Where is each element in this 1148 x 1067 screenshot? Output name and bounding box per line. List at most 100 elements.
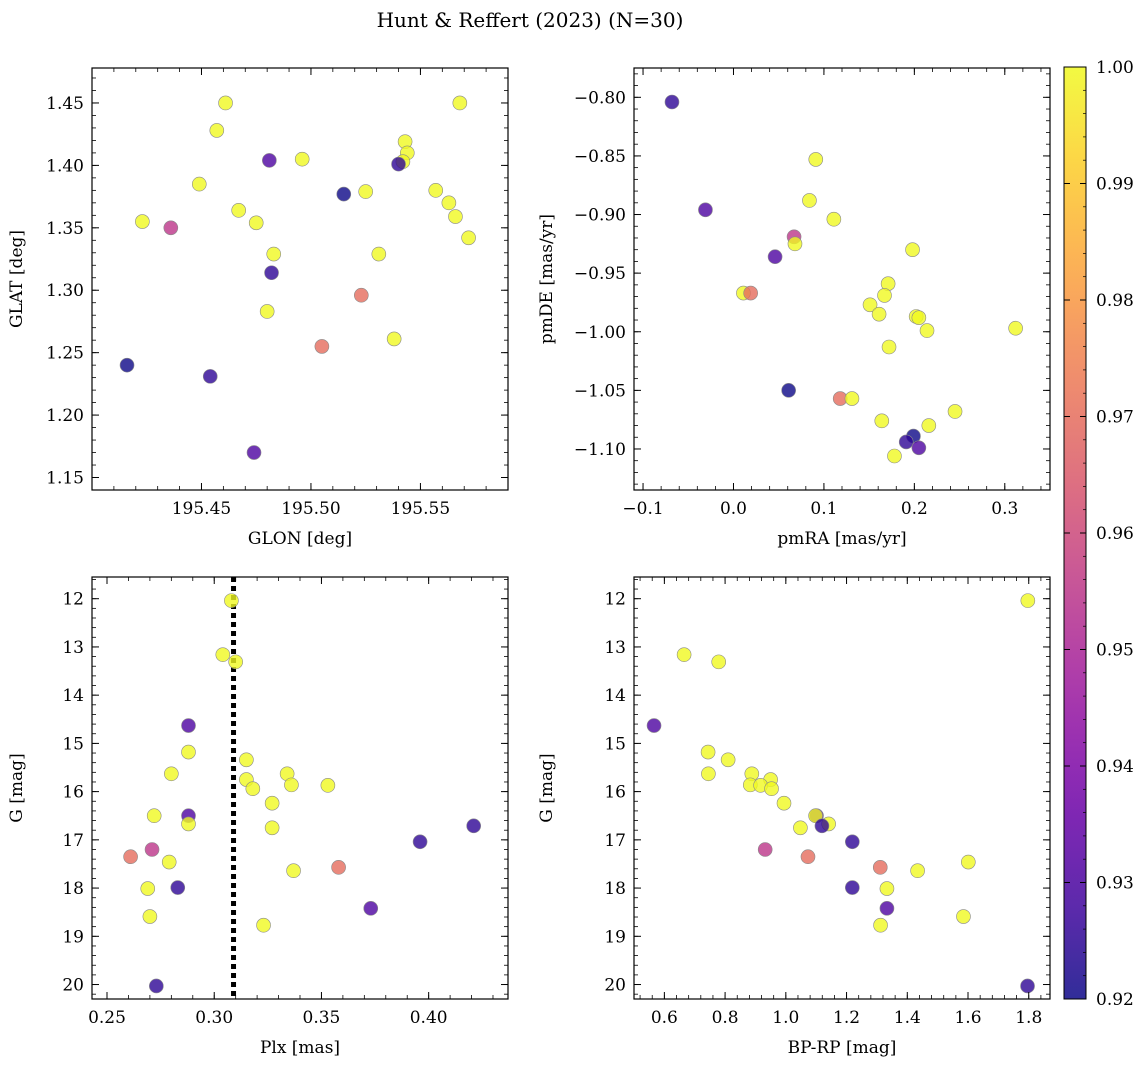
data-point [264,820,280,836]
data-point [266,246,282,262]
data-point [202,369,218,384]
data-point [781,383,796,398]
data-point [947,404,963,419]
data-point [448,209,463,224]
data-point [191,176,207,192]
data-point [224,593,239,608]
x-tick-label: 1.4 [894,1008,921,1028]
data-point [246,445,262,460]
data-point [146,808,162,824]
y-tick-label: 12 [62,590,84,610]
data-point [123,849,138,865]
data-point [720,752,736,768]
data-point [218,95,233,111]
data-point [320,778,336,793]
x-tick-label: 0.35 [303,1008,341,1028]
x-tick-label: 1.2 [833,1008,860,1028]
x-tick-label: 0.3 [991,499,1018,519]
x-axis-label: pmRA [mas/yr] [777,529,906,549]
data-point [231,203,246,218]
data-point [215,647,231,662]
data-point [698,202,713,218]
x-tick-label: 0.2 [901,499,928,519]
x-tick-label: 0.1 [810,499,837,519]
data-point [314,339,330,354]
y-tick-label: −0.80 [574,88,626,108]
x-tick-label: 1.8 [1015,1008,1042,1028]
data-point [461,230,476,246]
y-axis-label: pmDE [mas/yr] [537,214,557,344]
data-point [844,391,860,406]
colorbar-tick-label: 0.96 [1096,524,1134,544]
data-point [743,285,758,301]
data-point [961,854,976,870]
x-tick-label: 0.25 [88,1008,126,1028]
x-tick-label: −0.1 [622,499,663,519]
y-tick-label: −1.00 [574,323,626,343]
y-tick-label: 17 [604,831,626,851]
data-point [802,193,817,208]
y-tick-label: 1.30 [46,281,84,301]
data-point [701,766,716,782]
data-point [910,863,925,879]
y-tick-label: 13 [604,638,626,658]
data-point [911,440,927,456]
data-point [294,151,310,167]
y-tick-label: 1.45 [46,94,84,114]
data-point [664,94,680,110]
x-tick-label: 0.8 [712,1008,739,1028]
data-point [286,863,301,879]
data-point [228,654,243,670]
axes-frame [633,576,1051,1000]
data-point [248,215,264,231]
x-tick-label: 195.50 [281,499,340,519]
data-point [1020,978,1035,994]
data-point [1008,320,1023,336]
data-point [245,781,261,797]
data-point [808,152,824,167]
y-tick-label: −0.90 [574,206,626,226]
y-tick-label: −1.05 [574,381,626,401]
y-tick-label: 18 [604,879,626,899]
x-tick-label: 1.0 [772,1008,799,1028]
data-point [711,654,727,670]
data-point [209,123,225,138]
data-point [181,816,196,832]
data-point [428,183,444,198]
data-point [881,339,897,355]
colorbar-tick-label: 0.95 [1096,641,1134,661]
panel-3: 0.25 0.30 0.35 0.40 12 13 14 15 16 17 18 19 20 Plx [m… [7,576,509,1058]
data-point [363,901,379,916]
data-point [879,901,895,916]
y-tick-label: 15 [604,734,626,754]
panel-1: 195.45 195.50 195.55 1.15 1.20 1.25 1.30 1.35 1.… [7,67,509,549]
x-tick-label: 195.45 [172,499,231,519]
data-point [919,323,935,338]
data-point [872,860,888,875]
colorbar-tick-label: 0.97 [1096,408,1134,428]
data-point [787,236,803,252]
data-point [874,413,890,429]
data-point [757,842,773,857]
data-point [676,647,692,662]
data-point [170,880,186,895]
data-point [331,860,346,875]
data-point [264,795,280,811]
y-axis-label: GLAT [deg] [7,230,27,328]
panel-4: 0.6 0.8 1.0 1.2 1.4 1.6 1.8 12 13 14 15 16 17 18 19 20 B… [537,576,1051,1058]
data-point [259,304,275,319]
x-axis-label: BP-RP [mag] [788,1038,897,1058]
data-point [135,214,150,229]
y-tick-label: 1.15 [46,469,84,489]
x-tick-label: 1.6 [954,1008,981,1028]
data-point [1020,593,1036,608]
data-point [161,854,177,870]
data-point [336,186,352,202]
data-point [764,781,779,797]
data-point [911,310,927,325]
colorbar-tick-label: 0.93 [1096,874,1134,894]
y-tick-label: 16 [604,783,626,803]
colorbar-tick-label: 1.00 [1096,58,1134,78]
y-tick-label: 1.25 [46,344,84,364]
